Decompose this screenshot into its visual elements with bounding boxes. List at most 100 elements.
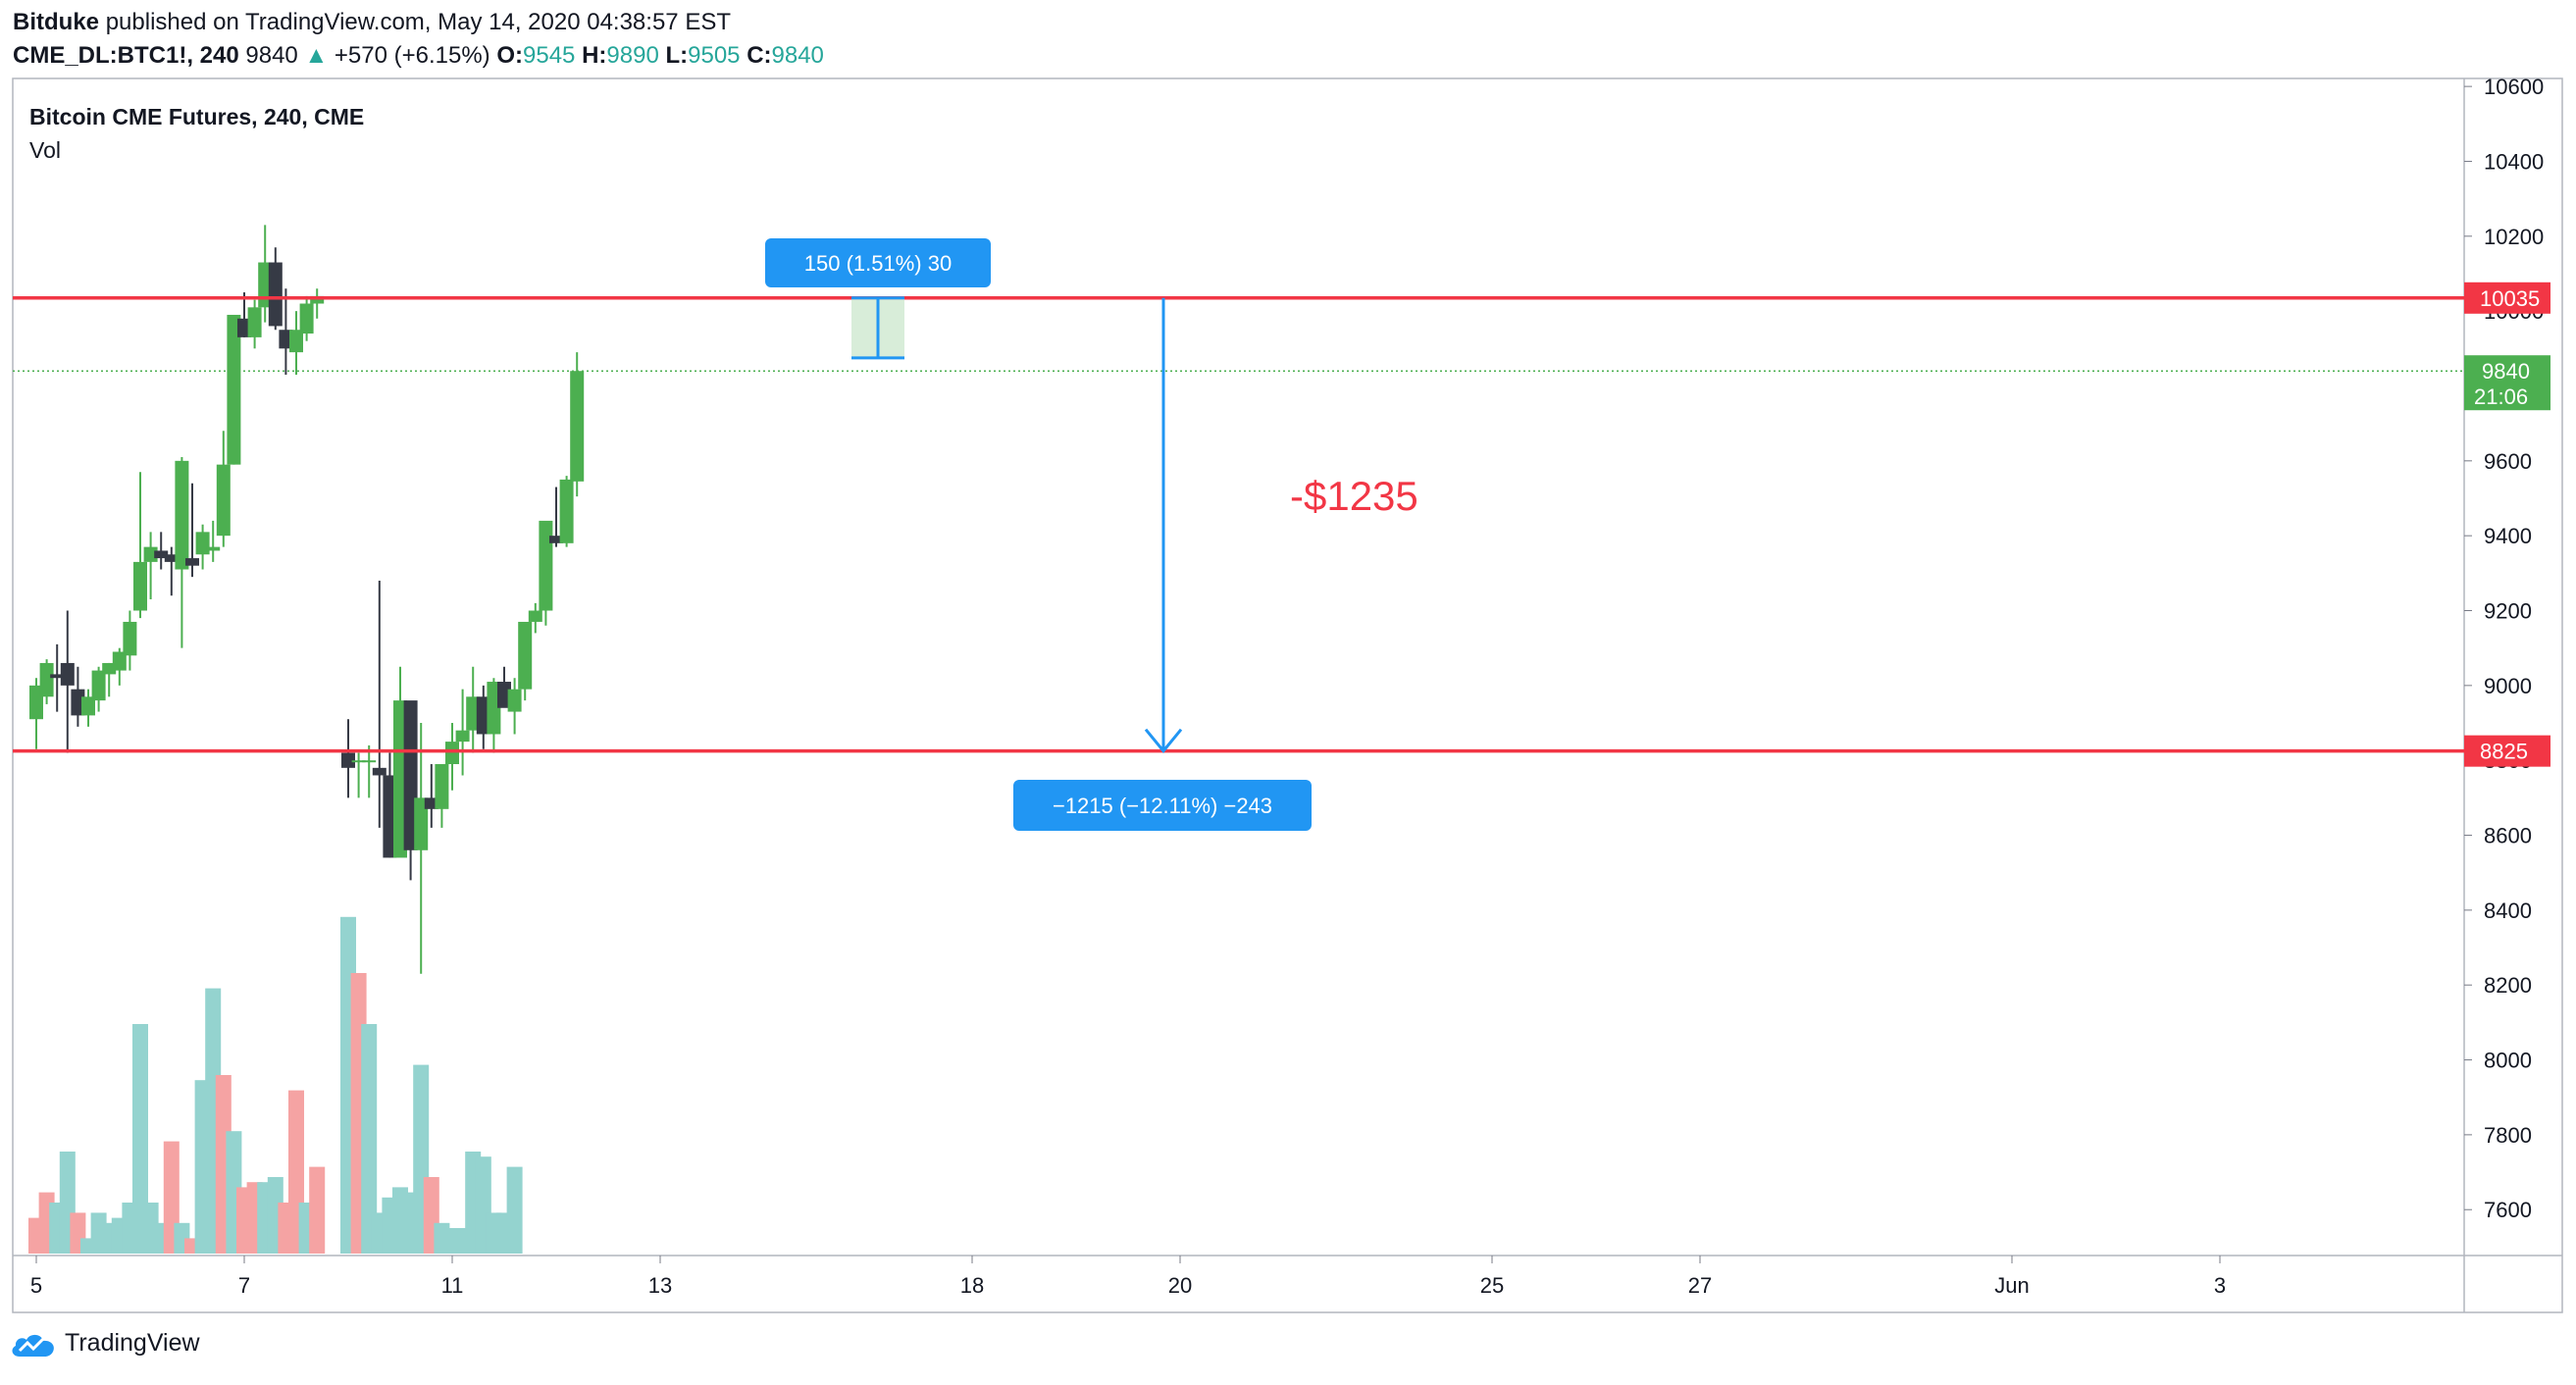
close-label: C: xyxy=(747,42,772,69)
candle-body xyxy=(91,670,106,701)
time-tick-label: 18 xyxy=(960,1273,984,1298)
candle-body xyxy=(466,696,481,731)
candles xyxy=(29,225,585,974)
candle-body xyxy=(518,621,533,690)
candle-body xyxy=(362,760,377,763)
time-tick-label: 5 xyxy=(30,1273,42,1298)
price-level-badge[interactable] xyxy=(2464,282,2550,314)
author[interactable]: Bitduke xyxy=(13,9,100,35)
volume-bar xyxy=(132,1024,148,1254)
price-tick-label: 8600 xyxy=(2484,824,2532,848)
price-tick-label: 10600 xyxy=(2484,75,2544,99)
candle-body xyxy=(60,662,75,686)
price-tick-label: 7800 xyxy=(2484,1123,2532,1148)
volume-label: Vol xyxy=(29,137,61,163)
time-tick-label: 27 xyxy=(1688,1273,1712,1298)
price-tick-label: 8000 xyxy=(2484,1049,2532,1073)
tradingview-logo[interactable]: TradingView xyxy=(10,1329,200,1359)
candle-body xyxy=(112,651,127,671)
candle-body xyxy=(216,464,231,537)
price-tick-label: 10400 xyxy=(2484,149,2544,174)
horizontal-levels[interactable] xyxy=(13,296,2464,753)
loss-annotation: -$1235 xyxy=(1290,473,1418,519)
measure-tools[interactable]: 150 (1.51%) 30 −1215 (−12.11%) −243 -$1235 xyxy=(765,238,1418,831)
candle-body xyxy=(123,621,137,656)
price-tick-label: 9200 xyxy=(2484,599,2532,624)
measure-label-box-bottom[interactable] xyxy=(1013,780,1312,831)
time-tick-label: 25 xyxy=(1480,1273,1504,1298)
price-tick-label: 9400 xyxy=(2484,524,2532,548)
published-text: published on TradingView.com, May 14, 20… xyxy=(105,9,731,35)
candle-body xyxy=(570,371,585,482)
candle-body xyxy=(206,546,221,551)
price-level-label: 10035 xyxy=(2480,286,2540,311)
candle-body xyxy=(175,460,189,570)
candle-body xyxy=(39,662,54,697)
candle-body xyxy=(185,558,199,566)
candle-body xyxy=(435,764,449,809)
brand-name: TradingView xyxy=(65,1329,200,1357)
price-tick-label: 7600 xyxy=(2484,1198,2532,1222)
candle-body xyxy=(549,536,563,543)
candle-body xyxy=(268,262,283,327)
candle-body xyxy=(383,775,397,858)
candle-body xyxy=(487,682,501,735)
price-level-label: 8825 xyxy=(2480,740,2528,764)
chart-title: Bitcoin CME Futures, 240, CME xyxy=(29,104,364,129)
candle-body xyxy=(310,295,325,304)
price-tick-label: 9000 xyxy=(2484,674,2532,698)
candle-body xyxy=(455,730,470,743)
price-tick-label: 8200 xyxy=(2484,973,2532,998)
candle-body xyxy=(559,479,574,543)
price-axis[interactable]: 7600780080008200840086008800900092009400… xyxy=(2464,75,2550,1222)
time-tick-label: 20 xyxy=(1168,1273,1192,1298)
candle-body xyxy=(71,689,85,716)
candle-body xyxy=(279,330,293,349)
candle-body xyxy=(351,760,366,763)
low-value: 9505 xyxy=(688,42,741,69)
candle-body xyxy=(133,561,147,611)
candle-body xyxy=(539,520,553,611)
high-value: 9890 xyxy=(606,42,659,69)
high-label: H: xyxy=(582,42,607,69)
measure-label-top: 150 (1.51%) 30 xyxy=(804,251,952,276)
candle-body xyxy=(154,550,169,559)
price-level-badge[interactable] xyxy=(2464,735,2550,767)
countdown-label: 21:06 xyxy=(2474,385,2528,409)
up-arrow-icon: ▲ xyxy=(304,42,329,69)
candle-body xyxy=(497,682,511,708)
candle-body xyxy=(258,262,273,308)
candle-body xyxy=(289,330,303,353)
candle-body xyxy=(164,554,179,562)
candle-body xyxy=(81,696,95,716)
candle-body xyxy=(476,696,490,735)
measure-label-box-top[interactable] xyxy=(765,238,991,287)
last-price-badge[interactable] xyxy=(2464,355,2550,411)
last-price-label: 9840 xyxy=(2482,359,2530,384)
symbol[interactable]: CME_DL:BTC1!, 240 xyxy=(13,42,239,69)
candle-body xyxy=(143,546,158,562)
volume-bar xyxy=(506,1166,523,1254)
close-value: 9840 xyxy=(771,42,824,69)
candle-body xyxy=(424,797,438,809)
open-label: O: xyxy=(496,42,524,69)
candle-body xyxy=(237,318,251,337)
time-tick-label: 7 xyxy=(238,1273,250,1298)
time-tick-label: 3 xyxy=(2214,1273,2226,1298)
volume-bar xyxy=(361,1024,378,1254)
last-price: 9840 xyxy=(245,42,298,69)
time-tick-label: Jun xyxy=(1994,1273,2029,1298)
volume-bar xyxy=(309,1166,326,1254)
time-axis[interactable]: 5 7 11 13 18 20 25 27 Jun 3 xyxy=(30,1256,2226,1298)
candle-body xyxy=(393,700,407,858)
price-change: +570 (+6.15%) xyxy=(334,42,490,69)
chart-border xyxy=(12,77,2563,1313)
low-label: L: xyxy=(665,42,689,69)
publish-info: Bitduke published on TradingView.com, Ma… xyxy=(13,8,731,37)
candle-body xyxy=(195,532,210,555)
symbol-info: CME_DL:BTC1!, 240 9840 ▲ +570 (+6.15%) O… xyxy=(13,41,824,71)
candle-body xyxy=(247,307,262,337)
candle-body xyxy=(507,689,522,712)
time-tick-label: 13 xyxy=(648,1273,672,1298)
